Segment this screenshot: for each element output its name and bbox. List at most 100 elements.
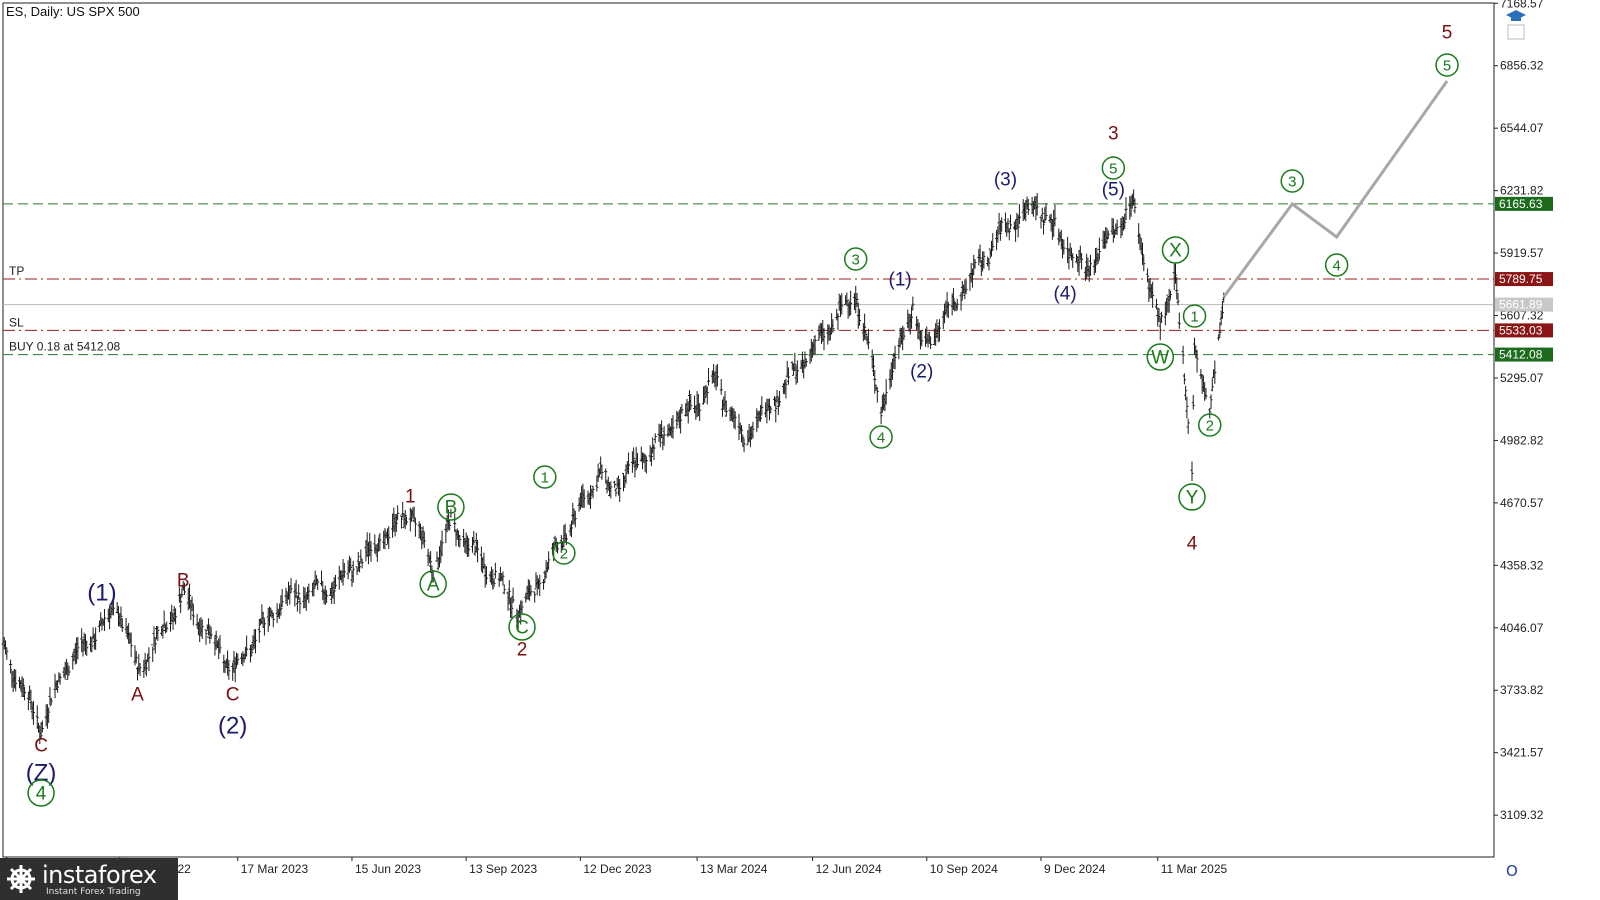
y-tick-label: 6231.82 xyxy=(1500,184,1544,198)
y-tick-label: 4046.07 xyxy=(1500,621,1544,635)
wave-label: 2 xyxy=(517,640,528,661)
wave-label-circle xyxy=(1435,53,1459,77)
wave-label: 5 xyxy=(1109,160,1117,177)
level-tag xyxy=(1495,323,1553,338)
corner-label: O xyxy=(1506,862,1518,880)
wave-label-circle xyxy=(533,465,557,489)
wave-label: 3 xyxy=(1288,173,1296,190)
wave-label: 3 xyxy=(1108,124,1119,145)
y-tick-label: 3733.82 xyxy=(1500,683,1544,697)
wave-label: C xyxy=(34,736,48,757)
wave-label-circle xyxy=(1101,156,1126,180)
wave-label-circle xyxy=(1178,483,1206,511)
wave-label: (1) xyxy=(889,270,912,291)
y-tick-label: 3421.57 xyxy=(1500,746,1544,760)
level-lines: TP SL BUY 0.18 at 5412.08 xyxy=(3,203,1494,356)
wave-label-circle xyxy=(1182,304,1207,328)
wave-label-circle xyxy=(27,779,55,807)
wave-label: A xyxy=(131,685,144,706)
wave-label: 4 xyxy=(36,784,47,805)
price-axis: 7168.57 6856.32 6544.07 6231.82 5919.57 5607.… xyxy=(1494,0,1553,822)
wave-label: A xyxy=(427,575,440,596)
y-tick-label: 4670.57 xyxy=(1500,496,1544,510)
wave-labels: C(Z)4(1)ABC(2)1AB12C234(1)(2)(3)(4)35(5)… xyxy=(26,23,1459,807)
wave-label: C xyxy=(226,685,240,706)
level-caption: SL xyxy=(9,315,24,329)
instaforex-logo: instaforex Instant Forex Trading xyxy=(0,858,178,900)
wave-label: (1) xyxy=(87,579,116,606)
y-tick-label: 7168.57 xyxy=(1500,0,1544,10)
projection-path xyxy=(1222,80,1449,298)
wave-label-circle xyxy=(1198,413,1222,437)
wave-label-circle xyxy=(869,425,893,449)
wave-label: (2) xyxy=(910,362,933,383)
wave-label: X xyxy=(1169,241,1182,262)
level-tag-label: 5412.08 xyxy=(1499,348,1543,362)
wave-label-circle xyxy=(1324,253,1349,277)
x-tick-label: 15 Jun 2023 xyxy=(355,862,421,876)
x-tick-label: 10 Sep 2024 xyxy=(930,862,998,876)
y-tick-label: 3109.32 xyxy=(1500,808,1544,822)
wave-label: (2) xyxy=(218,712,247,739)
wave-label: (5) xyxy=(1102,180,1125,201)
wave-label: (Z) xyxy=(26,759,57,786)
level-caption: TP xyxy=(9,264,24,278)
y-tick-label: 4358.32 xyxy=(1500,558,1544,572)
wave-label-circle xyxy=(419,570,447,598)
level-tag-label: 5533.03 xyxy=(1499,323,1543,337)
wave-label: 5 xyxy=(1442,23,1453,44)
wave-label-circle xyxy=(552,541,576,565)
level-tag xyxy=(1495,347,1553,362)
x-tick-label: 13 Sep 2023 xyxy=(469,862,537,876)
wave-label-circle xyxy=(1146,343,1175,371)
level-tag xyxy=(1495,272,1553,287)
wave-label-circle xyxy=(1161,236,1190,264)
wave-label: 2 xyxy=(1206,417,1214,434)
wave-label-circle xyxy=(1280,169,1304,193)
level-tag xyxy=(1495,196,1553,211)
wave-label: 1 xyxy=(405,487,416,508)
y-tick-label: 4982.82 xyxy=(1500,433,1544,447)
wave-label: 4 xyxy=(1187,534,1198,555)
wave-label: B xyxy=(177,571,190,592)
wave-label: 1 xyxy=(1190,308,1198,325)
level-tag xyxy=(1495,297,1553,312)
x-tick-label: 12 Dec 2023 xyxy=(583,862,651,876)
level-caption: BUY 0.18 at 5412.08 xyxy=(9,340,121,354)
x-tick-label: 12 Jun 2024 xyxy=(816,862,882,876)
wave-label-circle xyxy=(437,493,465,521)
wave-label: Y xyxy=(1186,488,1199,509)
chart-frame xyxy=(2,2,1495,858)
x-tick-label: 9 Dec 2024 xyxy=(1044,862,1106,876)
wave-label: C xyxy=(515,618,529,639)
level-tag-label: 5789.75 xyxy=(1499,272,1543,286)
chart-title: ES, Daily: US SPX 500 xyxy=(6,4,140,19)
x-tick-label: 11 Mar 2025 xyxy=(1161,862,1228,876)
wave-label-circle xyxy=(508,613,536,641)
y-tick-label: 5919.57 xyxy=(1500,246,1544,260)
y-tick-label: 6856.32 xyxy=(1500,59,1544,73)
level-tag-label: 5661.89 xyxy=(1499,298,1543,312)
logo-tagline: Instant Forex Trading xyxy=(46,887,141,897)
level-tag-label: 6165.63 xyxy=(1499,197,1543,211)
price-bars xyxy=(1,189,1226,745)
x-tick-label: 13 Mar 2024 xyxy=(700,862,768,876)
wave-label: (4) xyxy=(1053,284,1076,305)
wave-label: 5 xyxy=(1443,57,1451,74)
wave-label: 4 xyxy=(877,429,885,446)
wave-label: (3) xyxy=(994,170,1017,191)
logo-text: instaforex xyxy=(42,861,157,889)
y-tick-label: 5295.07 xyxy=(1500,371,1544,385)
wave-label: 3 xyxy=(852,251,860,268)
x-tick-label: 17 Mar 2023 xyxy=(241,862,309,876)
y-tick-label: 6544.07 xyxy=(1500,121,1544,135)
graduation-cap-icon[interactable] xyxy=(1505,8,1527,40)
wave-label: B xyxy=(445,498,458,519)
y-tick-label: 5607.32 xyxy=(1500,309,1544,323)
wave-label: 4 xyxy=(1332,257,1340,274)
logo-mark-icon xyxy=(7,865,35,893)
wave-label-circle xyxy=(843,247,868,271)
plot-border xyxy=(2,2,1495,858)
wave-label: W xyxy=(1151,348,1169,369)
